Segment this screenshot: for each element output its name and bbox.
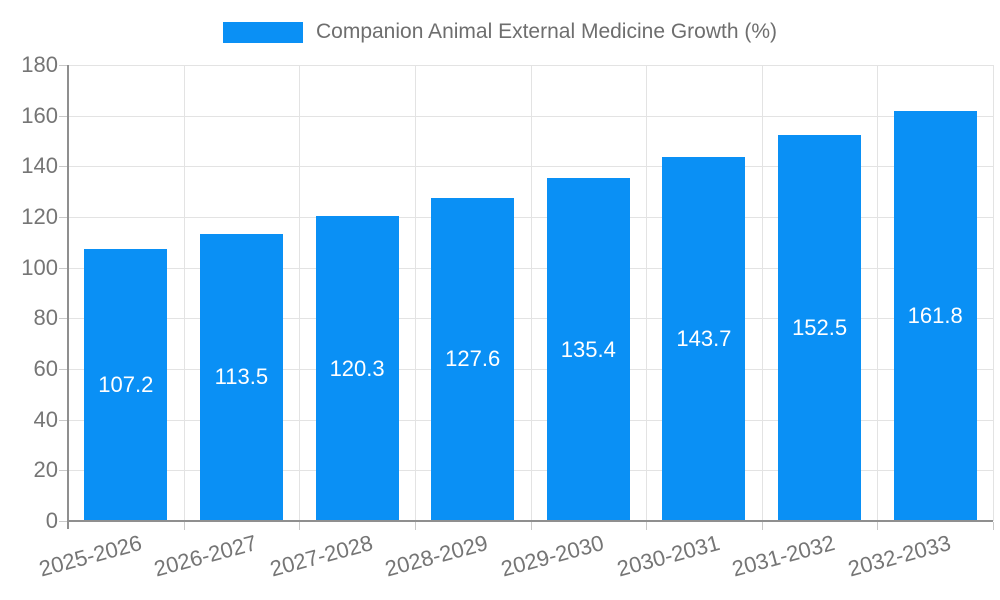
y-tick-label: 40 <box>33 406 58 432</box>
y-tick-label: 60 <box>33 356 58 381</box>
legend-swatch <box>222 21 303 43</box>
y-tick-label: 140 <box>21 153 58 179</box>
y-axis-line <box>67 65 69 529</box>
y-axis-tick <box>59 267 67 269</box>
x-axis-tick <box>414 522 416 530</box>
y-tick-label: 0 <box>45 508 58 533</box>
x-axis-line <box>68 520 993 522</box>
x-axis-tick <box>299 522 301 530</box>
bar-value-label: 120.3 <box>329 355 385 381</box>
legend: Companion Animal External Medicine Growt… <box>0 20 1000 44</box>
y-axis-tick <box>59 115 67 117</box>
x-tick-label: 2030-2031 <box>614 530 723 582</box>
y-tick-label: 100 <box>21 254 58 280</box>
y-axis-tick <box>59 217 67 218</box>
x-tick-label: 2032-2033 <box>845 530 954 582</box>
bar: 113.5 <box>199 233 283 521</box>
bar: 152.5 <box>778 134 862 521</box>
bar-value-label: 113.5 <box>214 364 269 390</box>
x-axis-tick <box>646 522 648 530</box>
bar-value-label: 135.4 <box>560 336 616 362</box>
y-axis-tick <box>59 65 67 66</box>
y-tick-label: 120 <box>21 204 58 229</box>
y-tick-label: 20 <box>33 457 58 483</box>
x-axis-tick <box>761 522 763 530</box>
gridline-vertical <box>299 65 301 521</box>
bar: 161.8 <box>893 111 977 521</box>
gridline-vertical <box>993 65 994 521</box>
bar-value-label: 152.5 <box>792 314 848 340</box>
x-tick-label: 2028-2029 <box>382 530 491 582</box>
x-tick-label: 2029-2030 <box>498 530 607 582</box>
gridline-vertical <box>183 65 185 521</box>
y-axis-tick <box>59 369 67 370</box>
x-axis-tick <box>530 522 532 530</box>
bar-value-label: 143.7 <box>676 326 732 351</box>
y-axis-tick <box>59 318 67 320</box>
y-tick-label: 180 <box>21 52 58 77</box>
gridline-vertical <box>877 65 879 521</box>
gridline-vertical <box>530 65 532 521</box>
gridline-vertical <box>646 65 648 521</box>
bar-value-label: 127.6 <box>445 346 501 372</box>
x-axis-tick <box>877 522 879 530</box>
bar: 127.6 <box>431 197 515 521</box>
y-tick-label: 160 <box>21 102 58 128</box>
bar-value-label: 161.8 <box>907 303 963 329</box>
x-tick-label: 2027-2028 <box>267 530 376 582</box>
y-axis-tick <box>59 521 67 522</box>
y-axis-tick <box>59 419 67 421</box>
y-tick-label: 80 <box>33 305 58 331</box>
x-axis-tick <box>993 522 994 530</box>
x-tick-label: 2026-2027 <box>151 530 260 582</box>
x-tick-label: 2031-2032 <box>729 530 838 582</box>
bar: 135.4 <box>546 178 630 521</box>
gridline-vertical <box>414 65 416 521</box>
x-tick-label: 2025-2026 <box>35 530 145 582</box>
x-axis-tick <box>183 522 185 530</box>
bar-value-label: 107.2 <box>98 372 154 398</box>
bar: 120.3 <box>315 216 399 521</box>
bar: 107.2 <box>84 249 168 521</box>
y-axis-tick <box>59 470 67 472</box>
gridline-vertical <box>761 65 763 521</box>
y-axis-tick <box>59 166 67 168</box>
bar: 143.7 <box>662 157 746 521</box>
legend-label: Companion Animal External Medicine Growt… <box>315 20 778 43</box>
plot-area: 107.2 113.5 120.3 127.6 135.4 143.7 152.5 161.8 <box>59 65 994 530</box>
